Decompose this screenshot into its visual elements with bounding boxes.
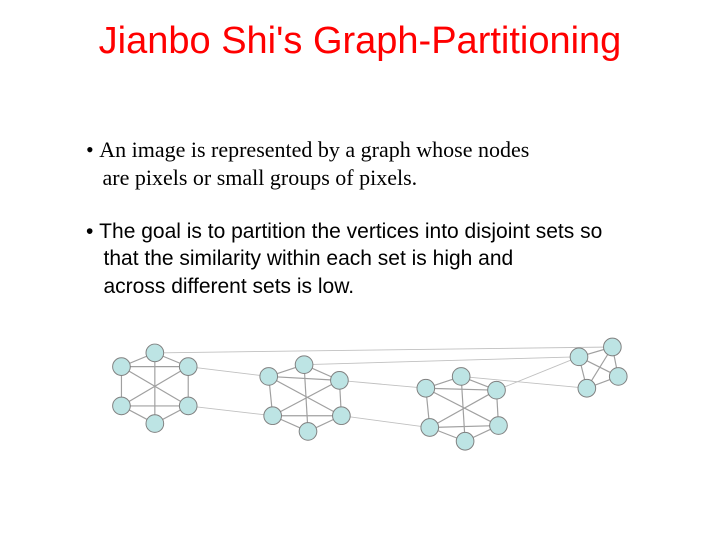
graph-node <box>113 358 131 376</box>
partition-graph <box>92 336 632 466</box>
graph-node <box>488 381 506 399</box>
graph-node <box>417 379 435 397</box>
graph-node <box>604 338 622 356</box>
graph-node <box>490 417 508 435</box>
graph-node <box>179 397 197 415</box>
graph-node <box>609 368 627 386</box>
graph-node <box>331 372 349 390</box>
graph-node <box>264 407 282 425</box>
graph-node <box>113 397 131 415</box>
graph-node <box>179 358 197 376</box>
graph-node <box>456 432 474 450</box>
slide-title: Jianbo Shi's Graph-Partitioning <box>0 20 720 63</box>
graph-node <box>146 344 164 362</box>
graph-node <box>260 368 278 386</box>
graph-node <box>295 356 313 374</box>
graph-node <box>299 423 317 441</box>
graph-node <box>146 415 164 433</box>
graph-node <box>333 407 351 425</box>
slide: Jianbo Shi's Graph-Partitioning • An ima… <box>0 0 720 540</box>
graph-node <box>578 379 596 397</box>
graph-node <box>570 348 588 366</box>
graph-node <box>452 368 470 386</box>
bullet-2: • The goal is to partition the vertices … <box>86 218 646 300</box>
bullet-1: • An image is represented by a graph who… <box>86 136 606 191</box>
graph-node <box>421 419 439 437</box>
